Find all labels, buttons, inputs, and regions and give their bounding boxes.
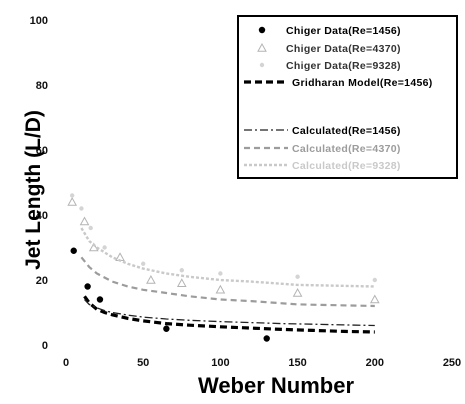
x-tick-label: 150 (288, 357, 306, 369)
data-point (263, 335, 270, 342)
data-point (69, 193, 75, 198)
legend-label: Calculated(Re=4370) (292, 143, 401, 155)
series-3 (69, 193, 377, 283)
y-tick-label: 100 (30, 15, 48, 27)
x-tick-label: 50 (137, 357, 149, 369)
series-1 (70, 247, 270, 342)
legend-swatch (257, 42, 267, 52)
x-tick-label: 250 (443, 357, 461, 369)
data-point (176, 278, 187, 287)
series-line (80, 256, 375, 308)
data-point (295, 274, 300, 279)
data-point (102, 245, 107, 250)
legend-item: Chiger Data(Re=4370) (257, 42, 401, 55)
data-point (88, 242, 99, 252)
y-tick-label: 20 (36, 275, 48, 287)
y-tick-label: 0 (42, 340, 48, 352)
data-point (96, 296, 104, 303)
y-axis-title: Jet Length (L/D) (22, 110, 45, 270)
legend: Chiger Data(Re=1456) Chiger Data(Re=4370)… (237, 15, 458, 179)
data-point (369, 294, 380, 304)
data-point (79, 216, 90, 226)
data-point (79, 206, 84, 211)
x-tick-label: 100 (211, 357, 229, 369)
x-tick-label: 0 (63, 357, 69, 369)
series-line (84, 299, 375, 327)
legend-label: Calculated(Re=9328) (292, 160, 401, 172)
data-point (141, 261, 146, 266)
series-6 (80, 256, 375, 308)
y-tick-label: 80 (36, 80, 48, 92)
data-point (372, 277, 377, 283)
data-point (179, 268, 184, 273)
axes: 0 50 100 150 200 250 0 20 40 60 80 100 (30, 15, 462, 369)
series-line (83, 295, 375, 334)
legend-item: Calculated(Re=4370) (244, 143, 401, 155)
data-point (84, 283, 91, 290)
data-point (88, 225, 93, 231)
data-point (70, 247, 77, 254)
data-point (215, 284, 226, 294)
legend-item: Calculated(Re=9328) (244, 160, 401, 172)
data-point (67, 196, 78, 206)
data-point (146, 274, 156, 284)
y-tick-label: 40 (36, 210, 48, 222)
legend-label: Chiger Data(Re=1456) (286, 25, 401, 37)
legend-box (237, 15, 458, 179)
series-5 (84, 299, 375, 327)
y-tick-label: 60 (36, 145, 48, 157)
series-layer (67, 193, 380, 342)
data-point (163, 325, 170, 332)
legend-label: Chiger Data(Re=9328) (286, 60, 401, 72)
legend-label: Calculated(Re=1456) (292, 125, 401, 137)
legend-item: Calculated(Re=1456) (244, 125, 401, 137)
data-point (292, 287, 303, 297)
legend-label: Chiger Data(Re=4370) (286, 43, 401, 55)
legend-label: Gridharan Model(Re=1456) (292, 77, 433, 89)
legend-swatch (259, 62, 265, 68)
series-4 (83, 295, 375, 334)
legend-item: Gridharan Model(Re=1456) (244, 77, 433, 89)
data-point (218, 271, 223, 276)
legend-item: Chiger Data(Re=1456) (258, 25, 401, 37)
legend-swatch (258, 26, 266, 34)
legend-item: Chiger Data(Re=9328) (259, 60, 401, 72)
x-axis-title: Weber Number (198, 373, 355, 398)
x-tick-label: 200 (366, 357, 384, 369)
